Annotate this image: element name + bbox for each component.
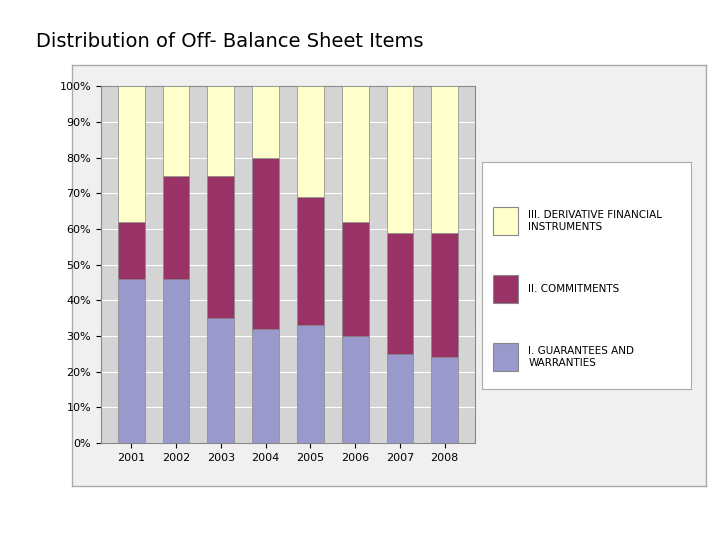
- Bar: [493, 207, 518, 234]
- Bar: [163, 86, 189, 176]
- Bar: [387, 86, 413, 233]
- Text: Distribution of Off- Balance Sheet Items: Distribution of Off- Balance Sheet Items: [36, 32, 423, 51]
- Bar: [342, 86, 369, 222]
- Bar: [207, 318, 234, 443]
- Text: III. DERIVATIVE FINANCIAL
INSTRUMENTS: III. DERIVATIVE FINANCIAL INSTRUMENTS: [528, 210, 662, 232]
- Bar: [118, 86, 145, 222]
- Bar: [207, 176, 234, 318]
- Bar: [118, 279, 145, 443]
- Bar: [342, 336, 369, 443]
- Bar: [387, 354, 413, 443]
- Bar: [431, 357, 458, 443]
- Bar: [252, 158, 279, 329]
- Bar: [297, 197, 324, 325]
- Bar: [297, 325, 324, 443]
- Bar: [252, 86, 279, 158]
- Bar: [163, 279, 189, 443]
- Bar: [493, 343, 518, 370]
- Bar: [163, 176, 189, 279]
- Bar: [431, 233, 458, 357]
- Text: I. GUARANTEES AND
WARRANTIES: I. GUARANTEES AND WARRANTIES: [528, 346, 634, 368]
- Text: II. COMMITMENTS: II. COMMITMENTS: [528, 284, 620, 294]
- Bar: [387, 233, 413, 354]
- Bar: [342, 222, 369, 336]
- Bar: [493, 275, 518, 302]
- Bar: [118, 222, 145, 279]
- Bar: [207, 86, 234, 176]
- Bar: [297, 86, 324, 197]
- Bar: [252, 329, 279, 443]
- Bar: [431, 86, 458, 233]
